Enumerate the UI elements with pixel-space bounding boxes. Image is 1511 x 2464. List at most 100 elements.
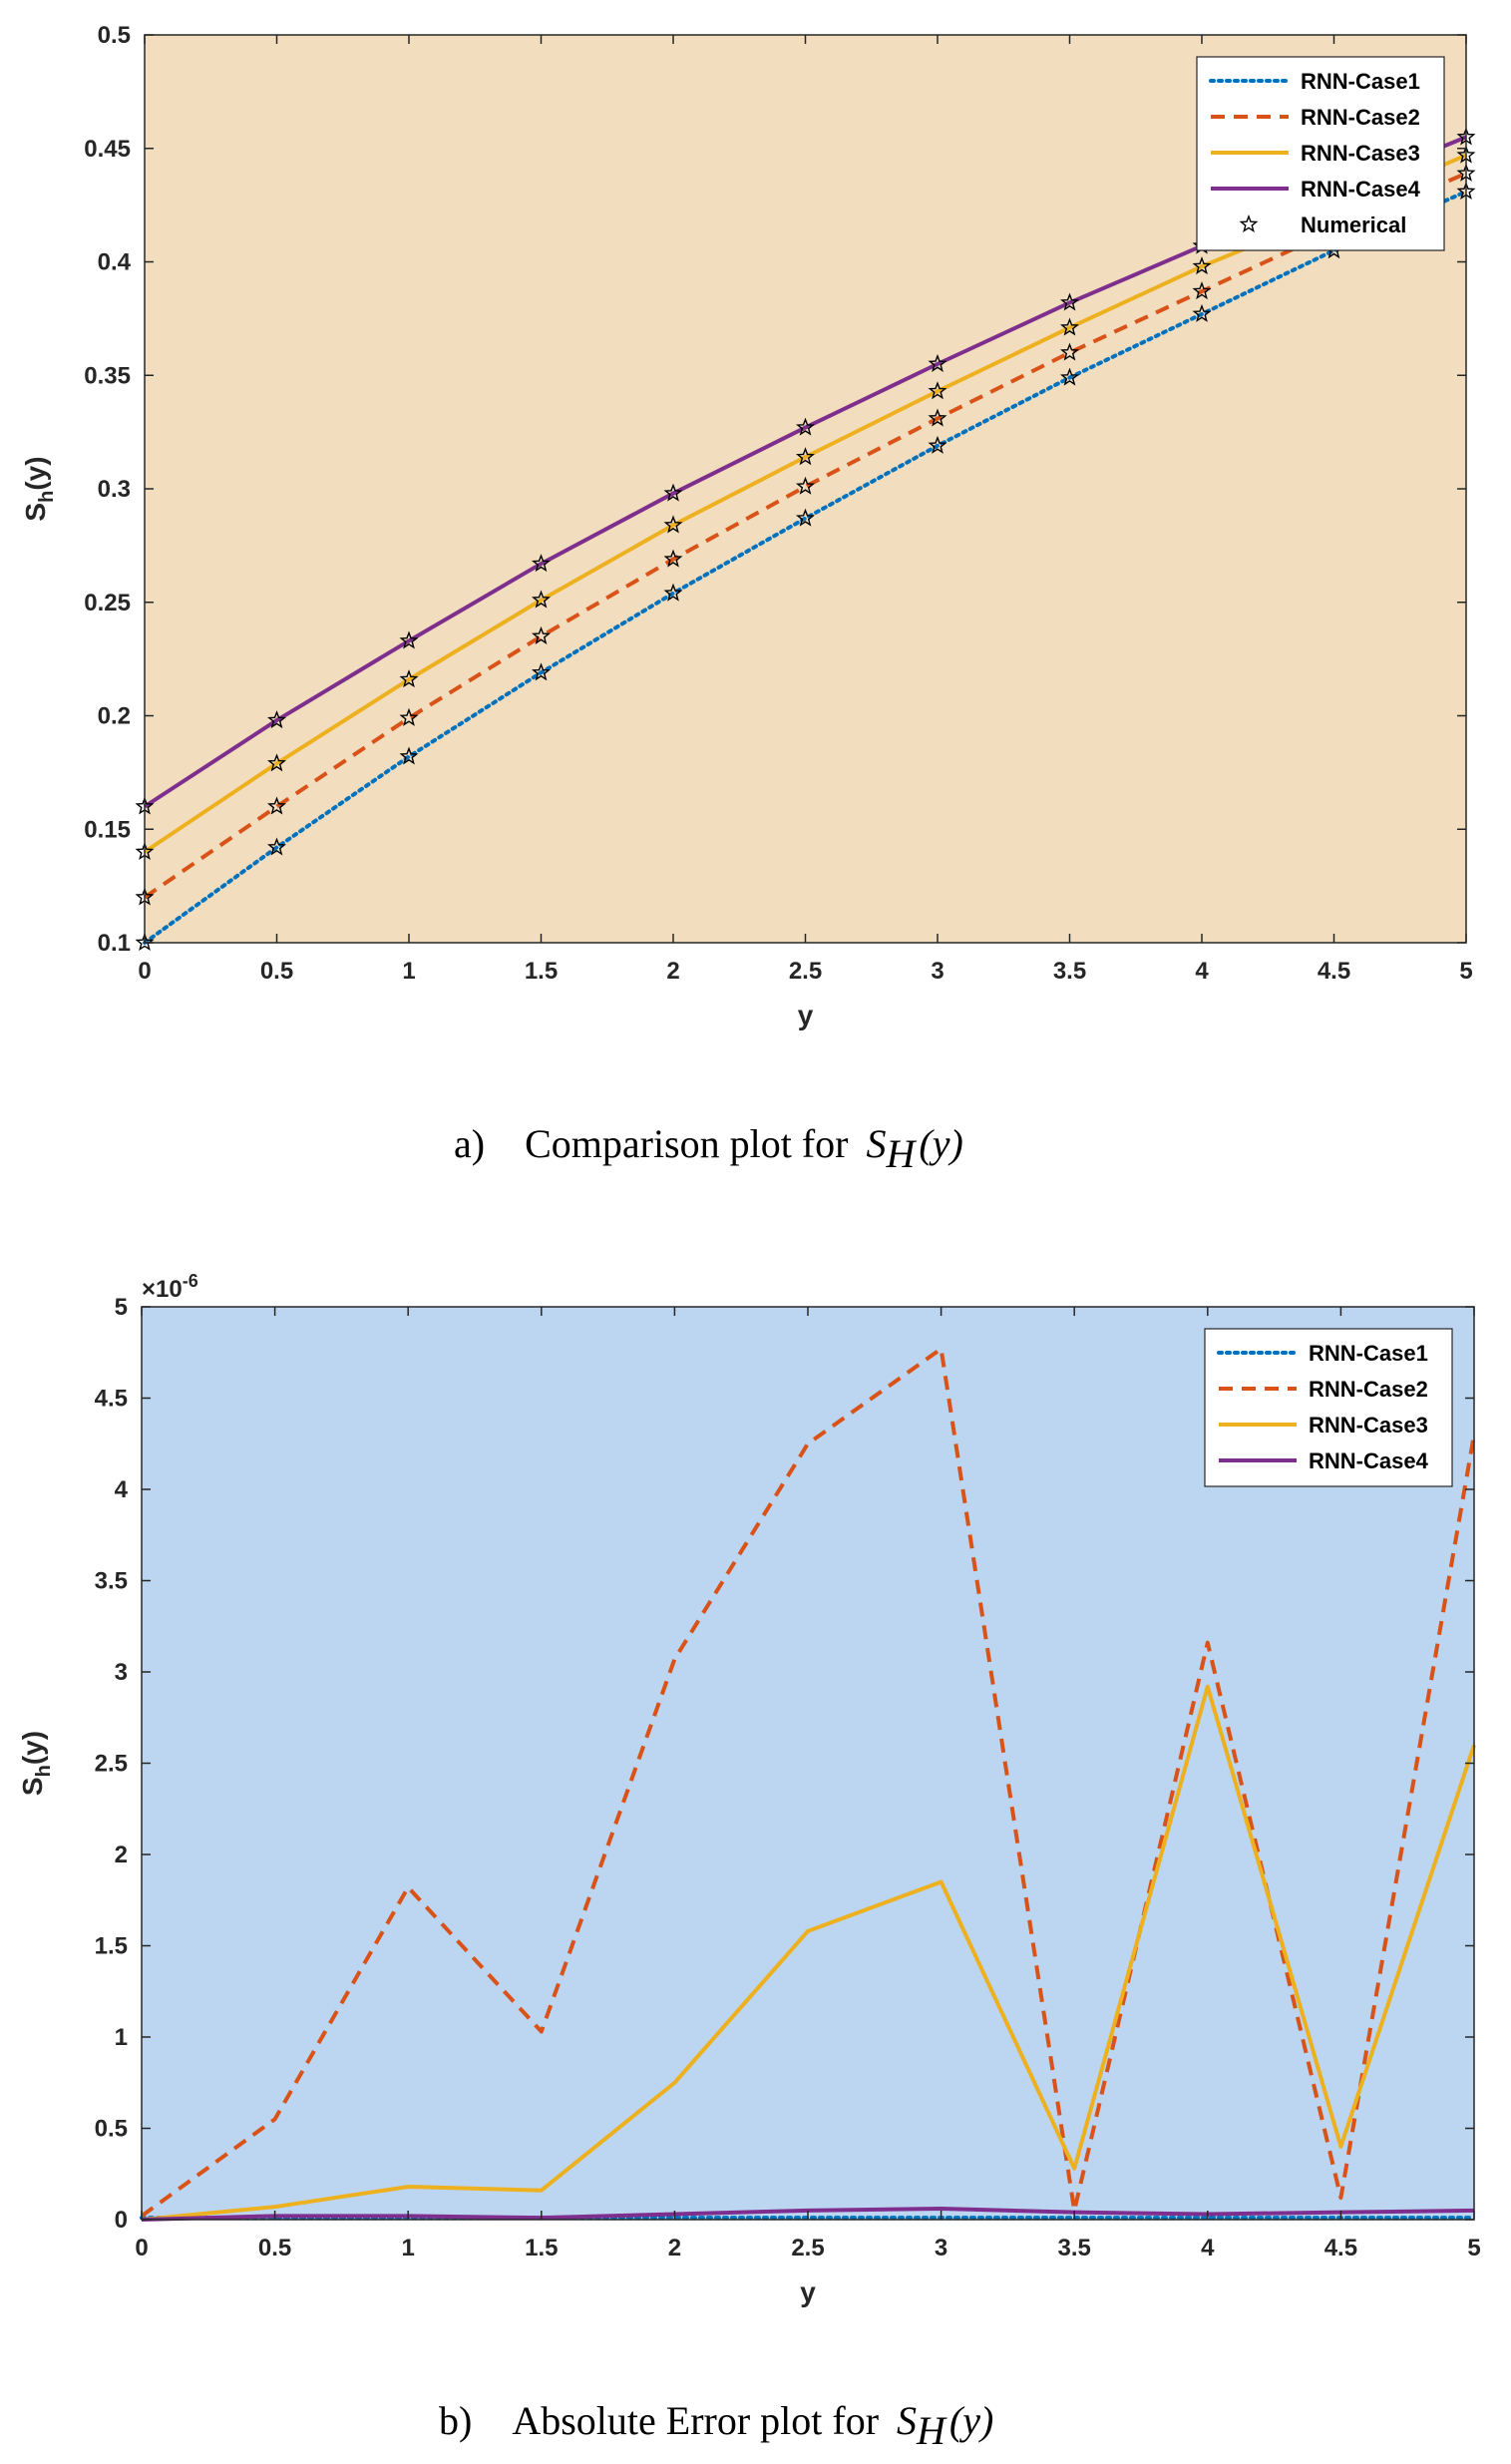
panel-a-y-axis-label: Sh(y) [20,456,58,521]
numerical-star-marker [796,476,815,495]
y-tick-label: 0.1 [98,930,131,957]
numerical-star-marker [663,583,683,602]
y-tick-label: 0.5 [95,2116,128,2143]
y-tick-label: 0.5 [98,22,131,49]
x-tick-label: 4 [1201,2235,1215,2261]
legend-label: RNN-Case3 [1309,1413,1428,1437]
panel-a-x-tick-labels: 0 0.5 1 1.5 2 2.5 3 3.5 4 4.5 5 [138,35,1473,985]
numerical-star-marker [399,707,419,726]
legend-label: Numerical [1301,212,1406,237]
panel-b-caption-math-base: S [897,2398,917,2443]
panel-a-legend: RNN-Case1 RNN-Case2 RNN-Case3 RNN-Case4 Nume… [1196,56,1445,251]
numerical-star-marker [1060,317,1079,336]
y-tick-label: 5 [115,1294,128,1321]
numerical-star-marker [796,417,815,436]
series-line-rnn-case1 [143,189,1468,945]
x-tick-label: 1.5 [525,958,558,985]
numerical-star-marker [267,753,286,772]
y-tick-label: 0.3 [98,476,131,503]
x-tick-label: 2 [668,2235,681,2261]
y-tick-label: 0.35 [84,362,131,389]
panel-a-caption-text: Comparison plot for [525,1121,848,1166]
y-tick-label: 3.5 [95,1568,128,1595]
x-tick-label: 5 [1459,958,1472,985]
panel-a-ylabel-arg: (y) [20,456,51,490]
panel-b-exponent-label: ×10-6 [142,1271,198,1303]
numerical-star-marker [532,590,551,609]
y-tick-label: 0.4 [98,249,132,276]
x-tick-label: 4 [1195,958,1209,985]
legend-label: RNN-Case2 [1309,1377,1428,1402]
numerical-star-marker [532,625,551,644]
y-tick-label: 4 [115,1476,129,1503]
y-tick-label: 3 [115,1659,128,1686]
panel-b-ylabel-sub: h [33,1765,55,1777]
legend-label: RNN-Case1 [1309,1341,1428,1366]
legend-label: RNN-Case3 [1301,141,1420,166]
series-line-rnn-case2 [140,1347,1476,2218]
panel-a-ylabel-base: S [20,503,51,522]
panel-a-y-tick-labels: 0.1 0.15 0.2 0.25 0.3 0.35 0.4 0.45 0.5 [84,22,1466,957]
numerical-star-marker [1192,303,1212,322]
numerical-star-marker [796,508,815,527]
numerical-star-marker [928,353,947,372]
numerical-star-marker [267,837,286,856]
numerical-star-marker [1060,292,1079,311]
numerical-star-marker [928,408,947,427]
numerical-star-marker [532,554,551,573]
panel-b-ylabel-base: S [17,1777,48,1796]
numerical-star-marker [663,483,683,502]
numerical-star-marker [1060,367,1079,386]
numerical-star-marker [399,669,419,688]
panel-b-exponent-power: -6 [183,1271,198,1291]
numerical-star-marker [399,630,419,649]
legend-star-marker [1239,214,1259,233]
y-tick-label: 0.25 [84,590,131,616]
x-tick-label: 0 [138,958,151,985]
panel-a-caption-math-base: S [867,1121,887,1166]
y-tick-label: 0.2 [98,703,131,730]
x-tick-label: 0 [135,2235,148,2261]
x-tick-label: 4.5 [1318,958,1350,985]
x-tick-label: 3.5 [1053,958,1086,985]
x-tick-label: 1.5 [525,2235,558,2261]
panel-a-ylabel-sub: h [36,491,58,503]
panel-b-y-tick-labels: 0 0.5 1 1.5 2 2.5 3 3.5 4 4.5 5 [95,1294,1474,2234]
numerical-star-marker [267,796,286,815]
y-tick-label: 2.5 [95,1751,128,1778]
x-tick-label: 3.5 [1058,2235,1091,2261]
series-line-rnn-case4 [141,2207,1475,2222]
panel-b-caption-math-arg: (y) [949,2398,993,2443]
legend-label: RNN-Case1 [1301,69,1420,94]
panel-a-comparison-plot: 0 0.5 1 1.5 2 2.5 3 3.5 4 4.5 5 0.10.150.20.250.30… [20,22,1476,1176]
numerical-star-marker [1192,281,1212,300]
x-tick-label: 0.5 [258,2235,291,2261]
x-tick-label: 4.5 [1324,2235,1357,2261]
panel-b-absolute-error-plot: 0 0.5 1 1.5 2 2.5 3 3.5 4 4.5 5 0 0.5 1 1.5 2 2.5 3 3.5 4 4… [17,1271,1481,2453]
numerical-star-marker [532,662,551,681]
panel-b-exponent-base: ×10 [142,1276,183,1303]
x-tick-label: 1 [402,958,415,985]
numerical-star-marker [1060,342,1079,361]
panel-b-y-axis-label: Sh(y) [17,1731,55,1796]
panel-b-caption-math-sub: H [916,2408,947,2453]
legend-label: RNN-Case4 [1309,1448,1429,1473]
numerical-star-marker [663,515,683,534]
panel-a-caption-math-arg: (y) [919,1121,962,1166]
panel-b-caption-text: Absolute Error plot for [512,2398,879,2443]
numerical-star-marker [399,746,419,765]
panel-a-caption-label: a) [454,1121,485,1166]
numerical-star-marker [928,435,947,454]
legend-label: RNN-Case4 [1301,177,1421,202]
numerical-star-marker [928,381,947,400]
x-tick-label: 0.5 [260,958,293,985]
y-tick-label: 2 [115,1842,128,1868]
y-tick-label: 1 [115,2024,128,2051]
y-tick-label: 0.45 [84,136,131,163]
x-tick-label: 3 [935,2235,947,2261]
numerical-star-marker [267,710,286,729]
series-line-rnn-case3 [141,1684,1476,2222]
panel-b-x-axis-label: y [800,2276,816,2307]
x-tick-label: 2.5 [789,958,822,985]
